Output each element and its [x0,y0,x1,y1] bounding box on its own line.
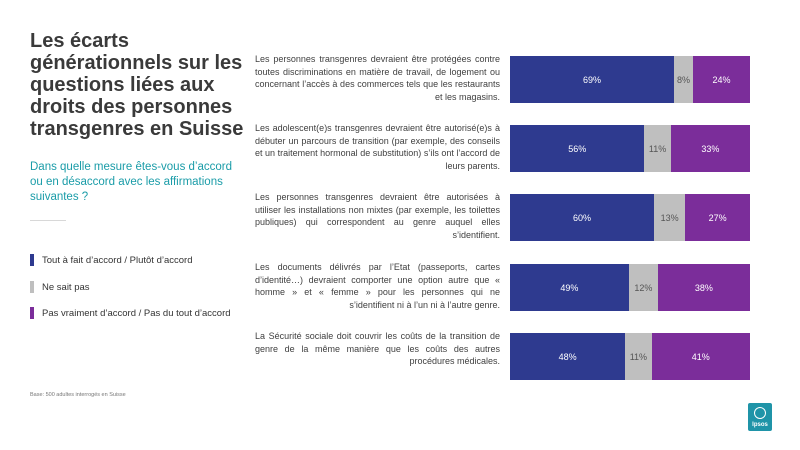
bar-segment-disagree: 33% [670,125,750,172]
data-label: 13% [660,212,679,223]
legend-item-agree: Tout à fait d’accord / Plutôt d’accord [30,253,193,267]
data-label: 33% [701,143,720,154]
data-label: 12% [634,282,653,293]
bar-segment-disagree: 38% [657,264,750,311]
data-label: 27% [708,212,727,223]
data-label: 56% [568,143,587,154]
bar-segment-neutral: 8% [673,56,693,103]
page-title: Les écarts générationnels sur les questi… [30,30,244,140]
logo-text: Ipsos [752,422,768,428]
legend-swatch-neutral [30,281,34,293]
bar-segment-agree: 49% [510,264,629,311]
stacked-bar: 49% 12% 38% [510,264,750,311]
bar-segment-agree: 60% [510,194,654,241]
stacked-bar: 56% 11% 33% [510,125,750,172]
logo-ring-icon [754,407,766,419]
bar-segment-neutral: 13% [654,194,686,241]
bar-segment-agree: 48% [510,333,626,380]
divider [30,220,66,221]
legend-label-disagree: Pas vraiment d’accord / Pas du tout d’ac… [42,307,231,319]
statement-label: La Sécurité sociale doit couvrir les coû… [255,331,500,366]
data-label: 8% [676,74,690,85]
statement-label: Les personnes transgenres devraient être… [255,54,500,102]
bar-segment-neutral: 11% [625,333,652,380]
data-label: 24% [712,74,731,85]
legend-swatch-agree [30,254,34,266]
data-label: 41% [691,351,710,362]
bar-segment-neutral: 11% [644,125,671,172]
stacked-bar: 69% 8% 24% [510,56,750,103]
ipsos-logo: Ipsos [748,403,772,431]
data-label: 49% [560,282,579,293]
data-label: 11% [629,351,648,362]
page-subtitle: Dans quelle mesure êtes-vous d’accord ou… [30,161,232,203]
data-label: 38% [694,282,713,293]
legend-item-neutral: Ne sait pas [30,280,90,294]
bar-segment-agree: 56% [510,125,645,172]
statement-label: Les documents délivrés par l’Etat (passe… [255,262,500,310]
statement-label: Les personnes transgenres devraient être… [255,192,500,240]
legend-label-agree: Tout à fait d’accord / Plutôt d’accord [42,254,193,266]
bar-segment-agree: 69% [510,56,674,103]
stacked-bar: 48% 11% 41% [510,333,750,380]
stacked-bar: 60% 13% 27% [510,194,750,241]
legend-swatch-disagree [30,307,34,319]
data-label: 69% [582,74,601,85]
footnote: Base: 500 adultes interrogés en Suisse [30,392,126,398]
bar-segment-disagree: 27% [685,194,750,241]
legend-label-neutral: Ne sait pas [42,281,90,293]
bar-segment-neutral: 12% [628,264,658,311]
bar-segment-disagree: 24% [692,56,750,103]
statement-label: Les adolescent(e)s transgenres devraient… [255,123,500,171]
data-label: 48% [558,351,577,362]
data-label: 11% [648,143,667,154]
legend-item-disagree: Pas vraiment d’accord / Pas du tout d’ac… [30,306,231,320]
data-label: 60% [572,212,591,223]
bar-segment-disagree: 41% [651,333,750,380]
